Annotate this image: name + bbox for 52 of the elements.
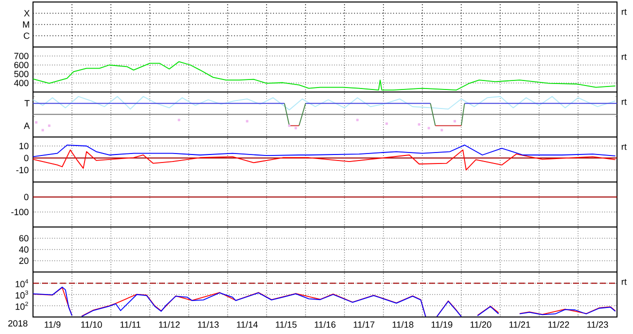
text: C bbox=[24, 32, 30, 39]
y-tick-label: -100 bbox=[11, 208, 28, 216]
x-tick-label: 11/14 bbox=[236, 321, 258, 328]
x-tick-label: 11/9 bbox=[44, 321, 60, 328]
text: T bbox=[24, 100, 30, 106]
y-tick-label: 10 bbox=[20, 142, 28, 150]
x-tick-label: 11/15 bbox=[276, 321, 297, 328]
x-axis-title: 2018 bbox=[8, 320, 28, 327]
y-tick-label: 20 bbox=[19, 258, 28, 264]
line-series bbox=[32, 150, 616, 170]
y-tick-label: 500 bbox=[14, 70, 28, 78]
x-tick-label: 11/10 bbox=[81, 321, 102, 328]
x-tick-label: 11/17 bbox=[354, 321, 374, 328]
text: rt bbox=[622, 8, 627, 15]
point bbox=[428, 126, 430, 130]
line-series bbox=[32, 144, 616, 158]
x-tick-label: 11/23 bbox=[587, 321, 608, 328]
y-tick-label: 0 bbox=[24, 194, 28, 200]
x-tick-label: 11/20 bbox=[470, 321, 492, 328]
point bbox=[294, 126, 298, 130]
y-tick-label: 700 bbox=[14, 52, 28, 60]
point bbox=[440, 128, 444, 132]
x-tick-label: 11/13 bbox=[198, 321, 219, 328]
x-tick-label: 11/19 bbox=[432, 321, 452, 328]
text: X bbox=[24, 10, 30, 16]
x-tick-label: 11/21 bbox=[509, 321, 530, 328]
x-tick-label: 11/11 bbox=[120, 321, 140, 328]
y-tick-label: -10 bbox=[16, 166, 28, 174]
point bbox=[288, 124, 291, 127]
x-tick-label: 11/12 bbox=[159, 321, 180, 328]
y-tick-label: 10$^{4}$ bbox=[16, 279, 28, 288]
line-series bbox=[32, 61, 616, 90]
point bbox=[178, 118, 180, 122]
point bbox=[385, 122, 388, 125]
x-tick-label: 11/18 bbox=[392, 321, 414, 328]
x-tick-label: 11/16 bbox=[314, 321, 336, 328]
y-tick-label: 600 bbox=[14, 62, 28, 68]
text: rt bbox=[622, 144, 627, 150]
point bbox=[356, 118, 359, 122]
y-tick-label: 10$^{2}$ bbox=[16, 302, 28, 310]
y-tick-label: 10$^{3}$ bbox=[16, 290, 28, 299]
text: M bbox=[23, 21, 30, 28]
y-tick-label: 40 bbox=[19, 246, 28, 253]
y-tick-label: 0 bbox=[24, 154, 28, 162]
text: rt bbox=[622, 278, 627, 285]
point bbox=[418, 123, 420, 126]
text: A bbox=[24, 122, 30, 129]
text: rt bbox=[622, 54, 627, 60]
text: rt bbox=[622, 98, 627, 105]
x-tick-label: 11/22 bbox=[548, 321, 570, 328]
y-tick-label: 60 bbox=[19, 235, 28, 242]
y-tick-label: 400 bbox=[14, 80, 28, 86]
